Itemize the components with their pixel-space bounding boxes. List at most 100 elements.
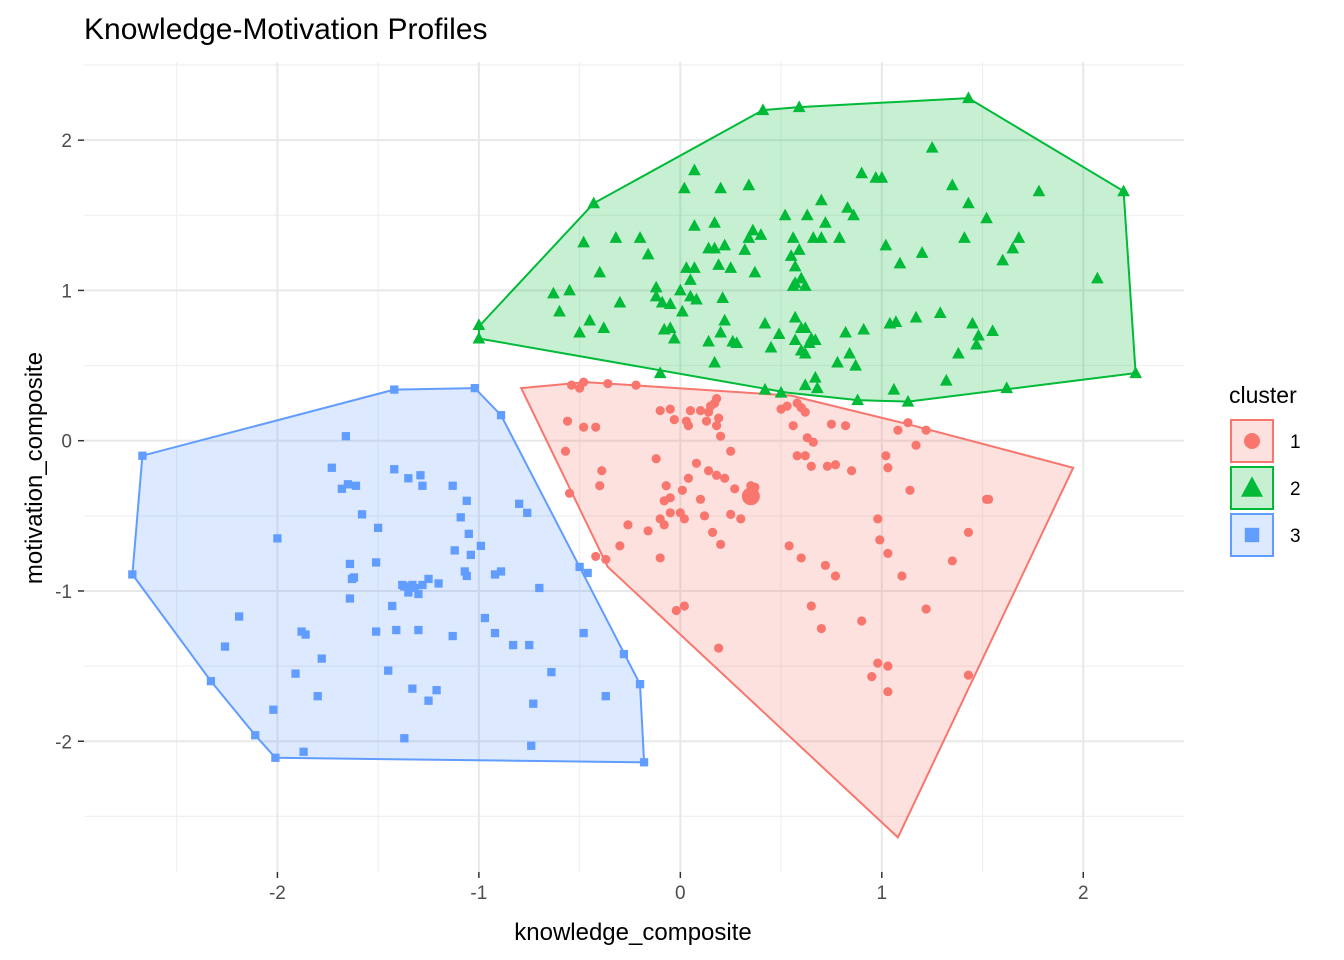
cluster-2-point [758,382,772,395]
cluster-3-point [273,534,282,543]
cluster-1-point [963,527,974,537]
cluster-2-point [708,241,721,254]
cluster-3-point [583,568,592,578]
cluster-2-point [962,91,975,104]
cluster-2-point [952,346,965,359]
x-tick-label: 1 [877,883,888,904]
cluster-3-point [337,484,347,493]
cluster-2-point [788,276,802,288]
cluster-2-point [819,216,832,228]
cluster-3-point [470,383,479,393]
y-axis-title: motivation_composite [21,352,48,584]
cluster-2-point [663,297,677,309]
cluster-3-point [490,570,500,579]
cluster-1-point [699,511,710,521]
cluster-2-point [798,279,812,291]
cluster-1-point [562,416,573,426]
cluster-2-point [831,355,844,368]
cluster-3-point [579,628,588,638]
cluster-2-point [716,291,729,303]
cluster-2-point [901,394,915,407]
cluster-2-point [841,201,854,213]
cluster-1-point [712,421,722,431]
y-tick-label: 2 [61,131,72,152]
cluster-3-point [128,570,137,579]
cluster-1-point [615,541,625,551]
cluster-3-point [408,684,417,693]
cluster-1-point [579,377,589,387]
cluster-3-point [448,631,457,641]
cluster-1-hull [519,381,1075,840]
cluster-2-point [800,208,814,221]
cluster-1-point [703,407,714,417]
cluster-1-point [655,406,665,416]
legend-marker-3 [1244,527,1260,543]
cluster-1-point [800,451,810,461]
cluster-2-point [792,243,806,255]
cluster-3-point [464,529,473,539]
cluster-1-point [816,623,826,634]
legend: cluster 1 2 3 [1229,382,1301,557]
cluster-3-point [424,574,433,584]
cluster-1-point [867,672,877,682]
cluster-3-point [466,550,475,560]
cluster-1-point [716,431,726,441]
cluster-3-point [418,481,427,490]
cluster-2-point [966,316,979,329]
cluster-2-point [680,261,693,273]
cluster-3-point [424,696,433,705]
cluster-1-point [782,401,792,411]
cluster-3-point [390,465,399,474]
y-tick-label: 1 [61,281,72,302]
cluster-1-point [788,421,798,431]
cluster-2-point [855,166,868,179]
cluster-1-point [716,539,726,549]
cluster-1-point [903,418,913,428]
cluster-1-point [800,407,810,417]
cluster-2-point [472,318,486,330]
cluster-1-point [822,461,833,471]
legend-marker-2 [1240,476,1264,497]
cluster-1-point [806,461,816,471]
cluster-3-point [508,640,518,650]
cluster-2-point [553,304,566,317]
cluster-2-point [754,228,768,240]
data-points [128,91,1142,767]
cluster-3-point [357,510,367,519]
x-tick-label: -2 [269,883,286,904]
cluster-3-point [462,571,471,581]
cluster-3-point [388,601,397,611]
cluster-2-point [1000,381,1014,394]
cluster-3-point [418,580,427,590]
cluster-2-point [641,247,655,260]
cluster-2-point [933,306,947,318]
y-tick-label: -1 [55,582,72,603]
cluster-3-point [434,579,443,588]
cluster-2-point [851,393,864,406]
cluster-2-point [980,211,993,224]
cluster-3-point [371,558,381,567]
cluster-3-point [271,753,280,762]
cluster-1-point [679,514,689,524]
cluster-1-point [683,473,693,483]
cluster-2-point [996,253,1010,266]
cluster-1-point [726,446,736,456]
cluster-1-point [840,421,851,431]
cluster-1-point [857,616,867,626]
cluster-1-point [883,661,893,671]
cluster-2-point [597,321,611,333]
cluster-3-point [251,731,260,740]
cluster-2-point [730,336,744,349]
cluster-2-point [887,382,901,395]
legend-label-3: 3 [1290,526,1301,547]
cluster-1-point [695,406,706,416]
cluster-3-point [341,432,351,441]
cluster-2-point [810,381,824,394]
cluster-3-point [575,562,584,572]
cluster-2-point [986,324,999,337]
cluster-3-point [384,666,393,675]
cluster-1-point [893,425,903,435]
cluster-1-point [597,466,607,476]
cluster-3-point [635,680,645,689]
